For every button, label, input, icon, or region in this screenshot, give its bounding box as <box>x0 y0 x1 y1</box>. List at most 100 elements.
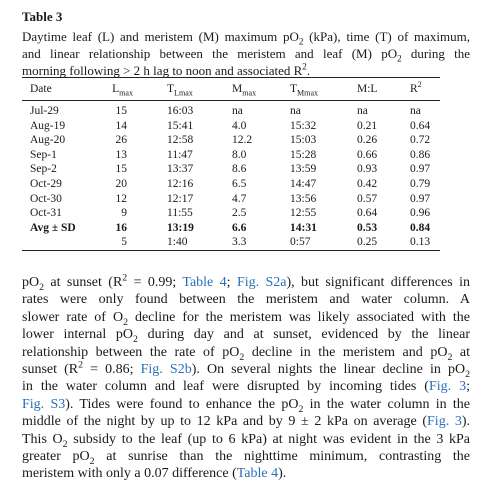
table-cell: 15 <box>115 163 128 176</box>
caption-line: morning following > 2 h lag to noon and … <box>22 62 470 79</box>
table-cell: 4.0 <box>232 119 247 132</box>
text-run: greater pO <box>22 449 90 464</box>
table-cell: 14:47 <box>290 178 317 190</box>
subscript: 2 <box>465 368 470 380</box>
table-cell: 8.6 <box>232 163 247 176</box>
subscript: Lmax <box>174 88 193 98</box>
table-cell: 0.42 <box>357 178 378 190</box>
table-cell: 15:41 <box>167 119 194 132</box>
table-cell: 12 <box>115 192 128 205</box>
superscript: 2 <box>302 61 307 72</box>
table-cell: 20 <box>115 178 128 190</box>
superscript: 2 <box>417 80 422 90</box>
reference-link[interactable]: Fig. 3 <box>428 379 467 395</box>
reference-link[interactable]: Fig. S3 <box>22 396 66 412</box>
table-cell: 13 <box>115 148 128 161</box>
text-run: Date <box>30 83 52 95</box>
table-bottom-rule <box>22 250 440 251</box>
table-cell: 0.96 <box>410 207 431 220</box>
table-cell: 12:55 <box>290 207 317 220</box>
text-run: in the water column in the <box>303 396 471 412</box>
subscript: 2 <box>239 351 245 363</box>
table-cell: 11:55 <box>167 207 193 220</box>
text-run: . <box>306 63 311 78</box>
table-cell: 0.25 <box>357 236 378 249</box>
table-cell: 2.5 <box>232 207 247 220</box>
table-cell: 16 <box>115 221 128 234</box>
table-cell: 13:59 <box>290 163 317 176</box>
table-cell: 3.3 <box>232 236 247 249</box>
table-cell: 0.79 <box>410 178 431 190</box>
paragraph-line: pO2 at sunset (R2 = 0.99; Table 4; Fig. … <box>22 273 471 293</box>
column-header: Date <box>30 82 52 96</box>
table-cell: 0.72 <box>410 134 431 147</box>
table-cell: 11:47 <box>167 148 193 161</box>
text-run: (kPa), time (T) of maximum, <box>303 29 470 44</box>
text-run: decline in the meristem and pO <box>244 344 448 360</box>
column-header: M:L <box>357 82 377 96</box>
text-run: R <box>410 83 418 95</box>
table-cell: Oct-30 <box>30 192 62 205</box>
text-run: ), but significant differences in <box>286 275 471 290</box>
table-cell: 0.26 <box>357 134 378 147</box>
subscript: max <box>242 88 257 98</box>
text-run: T <box>167 83 175 95</box>
table-cell: 0.21 <box>357 119 378 132</box>
paragraph-line: in the water column and leaf were disrup… <box>22 378 470 396</box>
subscript: 2 <box>447 351 453 363</box>
reference-link[interactable]: Fig. 3 <box>427 414 462 430</box>
table-cell: 0:57 <box>290 236 311 249</box>
table-cell: 0.97 <box>410 163 431 176</box>
table-cell: 0.66 <box>357 148 378 161</box>
text-run: rates were only found between the merist… <box>22 292 470 308</box>
text-run: ). <box>461 414 470 430</box>
table-cell: 16:03 <box>167 105 194 117</box>
paragraph-line: lower internal pO2 during day and at sun… <box>22 326 470 344</box>
text-run: M:L <box>357 83 378 95</box>
reference-link[interactable]: Fig. S2b <box>140 362 192 377</box>
header-rule <box>22 100 440 101</box>
table-cell: 0.93 <box>357 163 378 176</box>
reference-link[interactable]: Table 4 <box>236 466 279 482</box>
text-run: ; <box>226 275 237 290</box>
subscript: 2 <box>39 281 45 293</box>
paragraph-line: greater pO2 at sunrise than the nighttim… <box>22 448 470 466</box>
table-cell: na <box>410 105 421 117</box>
text-run: pO <box>22 275 40 290</box>
table-cell: na <box>290 105 301 117</box>
column-header: Lmax <box>112 82 133 98</box>
subscript: 2 <box>397 53 402 64</box>
paragraph-line: meristem with only a 0.07 difference (Ta… <box>22 465 470 483</box>
paragraph-line: slower rate of O2 decline for the merist… <box>22 309 470 327</box>
text-run: = 0.99; <box>127 275 183 290</box>
table-cell: 0.64 <box>357 207 378 220</box>
text-run: at sunrise than the nighttime minimum, c… <box>94 449 470 464</box>
reference-link[interactable]: Fig. S2a <box>236 275 287 290</box>
text-run: ). On several nights the linear decline … <box>191 362 466 377</box>
table-cell: 13:37 <box>167 163 194 176</box>
table-cell: 13:19 <box>167 221 194 234</box>
paragraph-line: sunset (R2 = 0.86; Fig. S2b). On several… <box>22 359 470 380</box>
table-cell: 14 <box>115 119 128 132</box>
caption-line: Daytime leaf (L) and meristem (M) maximu… <box>22 28 470 46</box>
table-cell: na <box>232 105 243 117</box>
superscript: 2 <box>78 359 84 371</box>
table-cell: 12:17 <box>167 192 194 205</box>
table-cell: 0.86 <box>410 148 431 161</box>
text-run: during the <box>401 46 471 61</box>
paragraph-line: rates were only found between the merist… <box>22 291 470 309</box>
text-run: slower rate of O <box>22 309 124 325</box>
text-run: meristem with only a 0.07 difference ( <box>22 466 237 482</box>
subscript: max <box>119 88 133 98</box>
table-cell: 15:32 <box>290 119 317 132</box>
table-cell: 0.97 <box>410 192 431 205</box>
table-cell: 0.57 <box>357 192 378 205</box>
subscript: 2 <box>123 316 128 328</box>
reference-link[interactable]: Table 4 <box>182 275 227 290</box>
text-run: decline for the meristem was likely asso… <box>127 309 471 325</box>
text-run: = 0.86; <box>83 362 141 377</box>
table-cell: 0.84 <box>410 221 431 234</box>
table-cell: 12.2 <box>232 134 253 147</box>
text-run: in the water column and leaf were disrup… <box>22 379 429 395</box>
table-cell: Sep-1 <box>30 148 57 161</box>
